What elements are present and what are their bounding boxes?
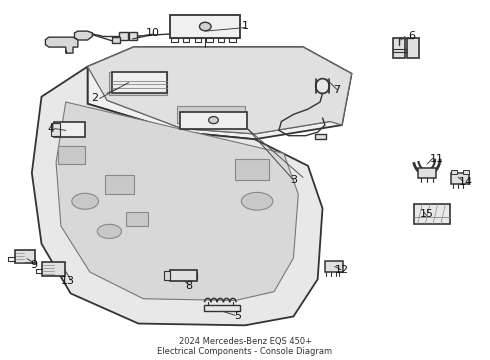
Bar (58, 146, 85, 164)
Text: 15: 15 (419, 209, 434, 219)
Text: 6: 6 (409, 31, 416, 41)
Bar (129, 32, 138, 40)
Bar (51, 123, 60, 136)
Circle shape (209, 117, 219, 123)
Bar (15, 250, 35, 263)
Text: 8: 8 (186, 281, 193, 291)
Bar (218, 38, 224, 42)
Polygon shape (107, 58, 337, 134)
Bar (195, 38, 201, 42)
Bar (451, 170, 457, 174)
Bar (414, 204, 450, 224)
Ellipse shape (72, 193, 98, 209)
Text: 2: 2 (91, 94, 98, 103)
Bar (407, 38, 419, 58)
Text: 11: 11 (429, 154, 443, 164)
Bar (172, 38, 178, 42)
Bar (112, 72, 168, 93)
Ellipse shape (242, 192, 273, 210)
Bar (315, 134, 326, 139)
Bar (206, 38, 213, 42)
Bar (451, 173, 469, 184)
Bar (180, 112, 247, 129)
Bar (104, 175, 134, 194)
Ellipse shape (316, 78, 329, 94)
Polygon shape (46, 37, 78, 53)
Text: 3: 3 (290, 175, 297, 185)
Text: 7: 7 (334, 85, 341, 95)
Text: 14: 14 (458, 177, 472, 187)
Bar (112, 37, 121, 43)
Ellipse shape (97, 224, 122, 238)
Polygon shape (32, 67, 322, 325)
Bar (229, 38, 236, 42)
Text: 13: 13 (61, 276, 75, 286)
Bar (463, 170, 469, 174)
Bar (126, 212, 148, 226)
Polygon shape (56, 102, 298, 301)
Bar (119, 32, 128, 40)
Bar (53, 122, 85, 138)
Bar (204, 305, 240, 311)
Bar (177, 105, 245, 123)
Text: 12: 12 (335, 265, 349, 275)
Bar (325, 261, 343, 272)
Text: 4: 4 (48, 123, 55, 134)
Bar (42, 262, 65, 276)
Polygon shape (74, 31, 93, 40)
Bar (418, 168, 437, 178)
Bar (170, 15, 240, 38)
Circle shape (199, 22, 211, 31)
Text: 9: 9 (31, 260, 38, 270)
Bar (235, 159, 269, 180)
Polygon shape (88, 47, 352, 134)
Polygon shape (88, 47, 352, 139)
Bar (164, 271, 170, 280)
Text: 5: 5 (234, 311, 241, 321)
Text: 1: 1 (242, 21, 248, 31)
Bar (109, 72, 168, 95)
Text: 2024 Mercedes-Benz EQS 450+
Electrical Components - Console Diagram: 2024 Mercedes-Benz EQS 450+ Electrical C… (157, 337, 333, 356)
Bar (393, 38, 405, 58)
Bar (170, 270, 196, 281)
Text: 10: 10 (146, 28, 160, 38)
Bar (183, 38, 189, 42)
